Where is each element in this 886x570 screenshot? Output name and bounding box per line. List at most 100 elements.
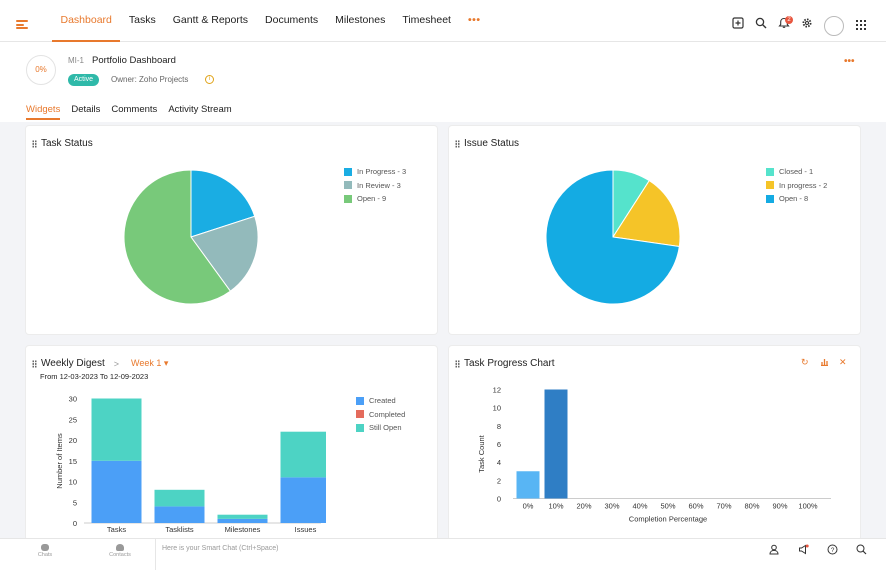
chart-type-icon[interactable] [820,357,829,368]
drag-handle-icon[interactable] [455,139,460,148]
add-icon[interactable] [731,17,745,31]
bottom-bar: Chats Contacts Here is your Smart Chat (… [0,538,886,570]
legend-swatch [356,396,364,405]
stacked-bar-segment[interactable] [217,518,268,523]
x-tick-label: Tasklists [165,525,194,534]
pie-slice[interactable] [545,169,680,305]
tab-milestones[interactable]: Milestones [335,14,386,26]
task-progress-bar-chart: 0 2 4 6 8 10 12 Task Count 0% 10% 20% 30% 40% 50% 60% 7… [477,386,831,524]
tab-dashboard[interactable]: Dashboard [52,0,121,42]
legend-item[interactable]: In progress - 2 [766,179,827,193]
issue-status-pie-chart [545,169,681,305]
progress-bar[interactable] [544,389,568,499]
legend-item[interactable]: Closed - 1 [766,165,827,179]
stacked-bar-segment[interactable] [280,431,327,478]
legend-label: In progress - 2 [779,180,828,190]
status-badge[interactable]: Active [68,74,100,86]
legend-item[interactable]: Completed [356,408,405,422]
issue-status-legend: Closed - 1 In progress - 2 Open - 8 [766,165,827,206]
stacked-bar-segment[interactable] [91,460,142,523]
weekly-digest-legend: Created Completed Still Open [356,394,405,435]
subtab-details[interactable]: Details [71,104,101,115]
task-status-pie-chart [123,169,259,305]
legend-label: Open - 8 [779,194,809,204]
zoom-icon[interactable] [855,544,867,556]
pie-slice[interactable] [190,215,259,292]
legend-label: Open - 9 [357,194,387,204]
stacked-bar-segment[interactable] [217,514,268,519]
refresh-icon[interactable]: ↻ [801,357,809,367]
progress-bar[interactable] [516,471,540,499]
contacts-button[interactable]: Contacts [105,544,135,558]
project-name[interactable]: Portfolio Dashboard [92,55,176,66]
tab-documents[interactable]: Documents [265,14,319,26]
announcement-icon[interactable] [797,544,809,556]
widget-title: Task Progress Chart [464,358,555,369]
y-tick-label: 2 [497,476,501,485]
avatar[interactable] [824,16,844,36]
project-more-button[interactable]: ••• [844,56,855,67]
week-selector[interactable]: Week 1 ▾ [131,358,169,368]
stacked-bar-segment[interactable] [154,489,205,507]
legend-item[interactable]: Created [356,394,405,408]
y-tick-label: 0 [73,519,77,528]
legend-label: In Progress - 3 [357,167,407,177]
y-tick-label: 0 [497,495,501,504]
x-tick-label: Issues [295,525,317,534]
subtab-activity-stream[interactable]: Activity Stream [168,104,232,115]
chat-icon [41,544,49,551]
legend-item[interactable]: In Review - 3 [344,179,406,193]
legend-item[interactable]: Still Open [356,421,405,435]
legend-label: Closed - 1 [779,167,814,177]
tab-gantt-reports[interactable]: Gantt & Reports [172,14,249,26]
nav-more-button[interactable]: ••• [467,14,481,26]
x-tick-label: 100% [798,502,818,511]
subtab-widgets[interactable]: Widgets [26,104,61,120]
info-icon[interactable]: i [205,75,214,84]
weekly-digest-bar-chart: 0 5 10 15 20 25 30 Number of Items Tasks Tasklist… [55,395,327,534]
pie-slice[interactable] [612,179,681,248]
x-tick-label: 80% [744,502,759,511]
tab-tasks[interactable]: Tasks [128,14,156,26]
app-grid-icon[interactable] [856,20,866,30]
pie-slice[interactable] [123,169,232,305]
smart-chat-input[interactable]: Here is your Smart Chat (Ctrl+Space) [155,539,279,570]
stacked-bar-segment[interactable] [154,506,205,523]
project-owner: Owner: Zoho Projects [111,75,189,84]
legend-swatch [344,194,352,203]
hamburger-menu-icon[interactable] [16,20,28,29]
drag-handle-icon[interactable] [32,359,37,368]
legend-item[interactable]: Open - 9 [344,192,406,206]
legend-swatch [344,181,352,190]
stacked-bar-segment[interactable] [280,477,327,523]
drag-handle-icon[interactable] [455,359,460,368]
stacked-bar-segment[interactable] [91,398,142,461]
pie-slice[interactable] [190,169,256,238]
x-tick-label: 40% [632,502,647,511]
top-nav-bar: Dashboard Tasks Gantt & Reports Documents Mi… [0,0,886,42]
subtab-comments[interactable]: Comments [111,104,158,115]
legend-swatch [356,410,364,419]
drag-handle-icon[interactable] [32,139,37,148]
user-add-icon[interactable] [768,544,780,556]
chats-button[interactable]: Chats [30,544,60,558]
y-axis-label: Number of Items [55,433,64,489]
gear-icon[interactable] [800,17,814,31]
legend-swatch [766,167,774,176]
weekly-digest-widget: Weekly Digest > Week 1 ▾ From 12-03-2023… [26,346,437,540]
legend-item[interactable]: In Progress - 3 [344,165,406,179]
chevron-right-icon: > [113,358,119,369]
y-tick-label: 10 [493,404,501,413]
y-tick-label: 4 [497,458,501,467]
legend-swatch [344,167,352,176]
close-icon[interactable]: ✕ [839,357,847,367]
search-icon[interactable] [754,17,768,31]
help-icon[interactable]: ? [826,544,838,556]
widget-title: Issue Status [464,138,520,149]
project-subtabs: Widgets Details Comments Activity Stream [26,104,232,120]
legend-item[interactable]: Open - 8 [766,192,827,206]
legend-swatch [766,194,774,203]
notification-count-badge: 2 [785,16,793,24]
x-tick-label: 10% [548,502,563,511]
tab-timesheet[interactable]: Timesheet [402,14,451,26]
